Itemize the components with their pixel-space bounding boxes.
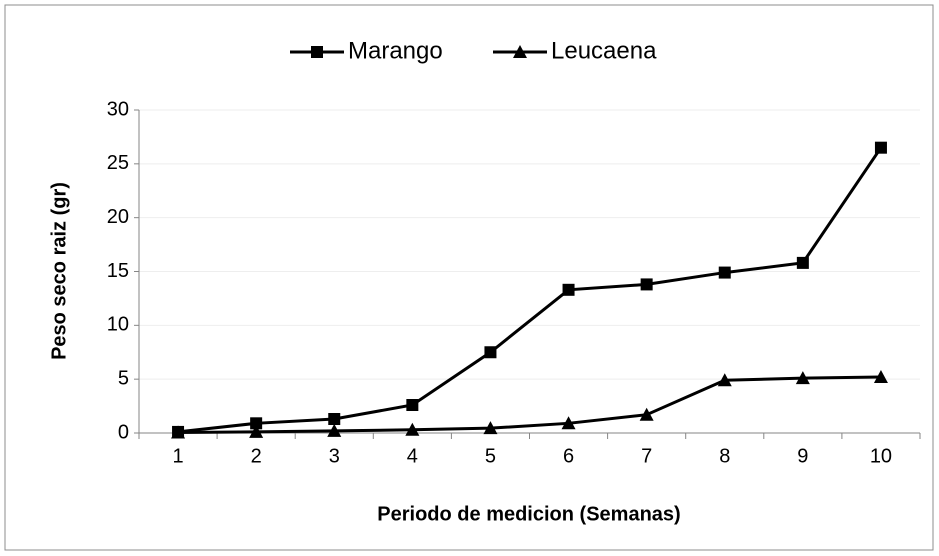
data-point [562,283,575,296]
y-tick-label: 0 [118,421,129,443]
x-axis-label: Periodo de medicion (Semanas) [377,503,680,525]
data-point [639,407,654,421]
data-point [328,413,341,426]
data-point [874,141,887,154]
data-point [717,373,732,387]
x-tick-label: 10 [870,445,892,467]
data-point [795,371,810,385]
data-point [873,370,888,384]
data-point [484,346,497,359]
series-line [178,375,881,434]
y-tick-label: 25 [107,152,129,174]
x-tick-label: 6 [563,445,574,467]
data-point [406,399,419,412]
chart-border [4,4,934,551]
y-tick-label: 15 [107,260,129,282]
series-line [177,146,883,434]
x-tick-label: 8 [719,445,730,467]
x-tick-label: 2 [251,445,262,467]
y-tick-label: 10 [107,314,129,336]
y-tick-label: 20 [107,206,129,228]
x-tick-label: 7 [641,445,652,467]
data-point [483,421,498,435]
x-tick-label: 9 [797,445,808,467]
y-tick-label: 30 [107,98,129,120]
legend-label: Leucaena [551,37,657,64]
data-point [561,416,576,430]
x-tick-label: 1 [172,445,183,467]
data-point [250,417,263,430]
data-point [327,423,342,437]
data-point [718,266,731,279]
legend-marker [513,45,527,58]
data-point [796,256,809,269]
data-point [405,422,420,436]
x-tick-label: 5 [485,445,496,467]
y-tick-label: 5 [118,367,129,389]
data-point [171,425,186,439]
y-axis-label: Peso seco raiz (gr) [48,182,70,360]
legend-marker [311,46,323,58]
data-point [640,278,653,291]
x-tick-label: 3 [329,445,340,467]
x-tick-label: 4 [407,445,418,467]
legend-label: Marango [348,37,443,64]
data-point [249,424,264,438]
